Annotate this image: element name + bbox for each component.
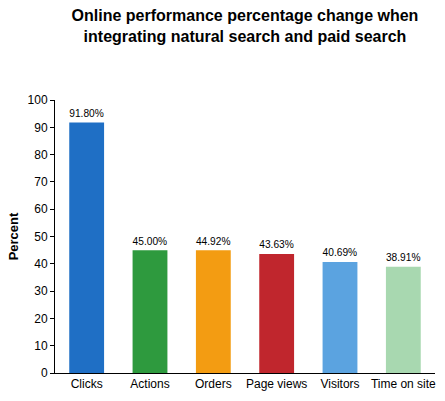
svg-text:Orders: Orders: [195, 377, 232, 391]
svg-text:43.63%: 43.63%: [259, 239, 294, 250]
svg-text:0: 0: [41, 366, 48, 380]
svg-text:60: 60: [34, 202, 48, 216]
svg-text:40: 40: [34, 257, 48, 271]
svg-text:Time on site: Time on site: [371, 377, 436, 391]
svg-text:44.92%: 44.92%: [196, 236, 231, 247]
svg-text:Online performance percentage: Online performance percentage change whe…: [72, 7, 419, 45]
svg-text:90: 90: [34, 121, 48, 135]
svg-text:Visitors: Visitors: [320, 377, 359, 391]
svg-text:30: 30: [34, 284, 48, 298]
svg-text:10: 10: [34, 339, 48, 353]
svg-text:Clicks: Clicks: [71, 377, 103, 391]
svg-text:Actions: Actions: [130, 377, 169, 391]
svg-text:38.91%: 38.91%: [386, 252, 421, 263]
svg-text:20: 20: [34, 312, 48, 326]
svg-text:91.80%: 91.80%: [69, 108, 104, 119]
svg-text:Page views: Page views: [246, 377, 307, 391]
svg-text:70: 70: [34, 175, 48, 189]
svg-text:40.69%: 40.69%: [323, 247, 358, 258]
svg-text:80: 80: [34, 148, 48, 162]
svg-text:45.00%: 45.00%: [133, 236, 168, 247]
svg-text:50: 50: [34, 230, 48, 244]
svg-text:Percent: Percent: [6, 212, 21, 260]
svg-text:100: 100: [28, 93, 48, 107]
